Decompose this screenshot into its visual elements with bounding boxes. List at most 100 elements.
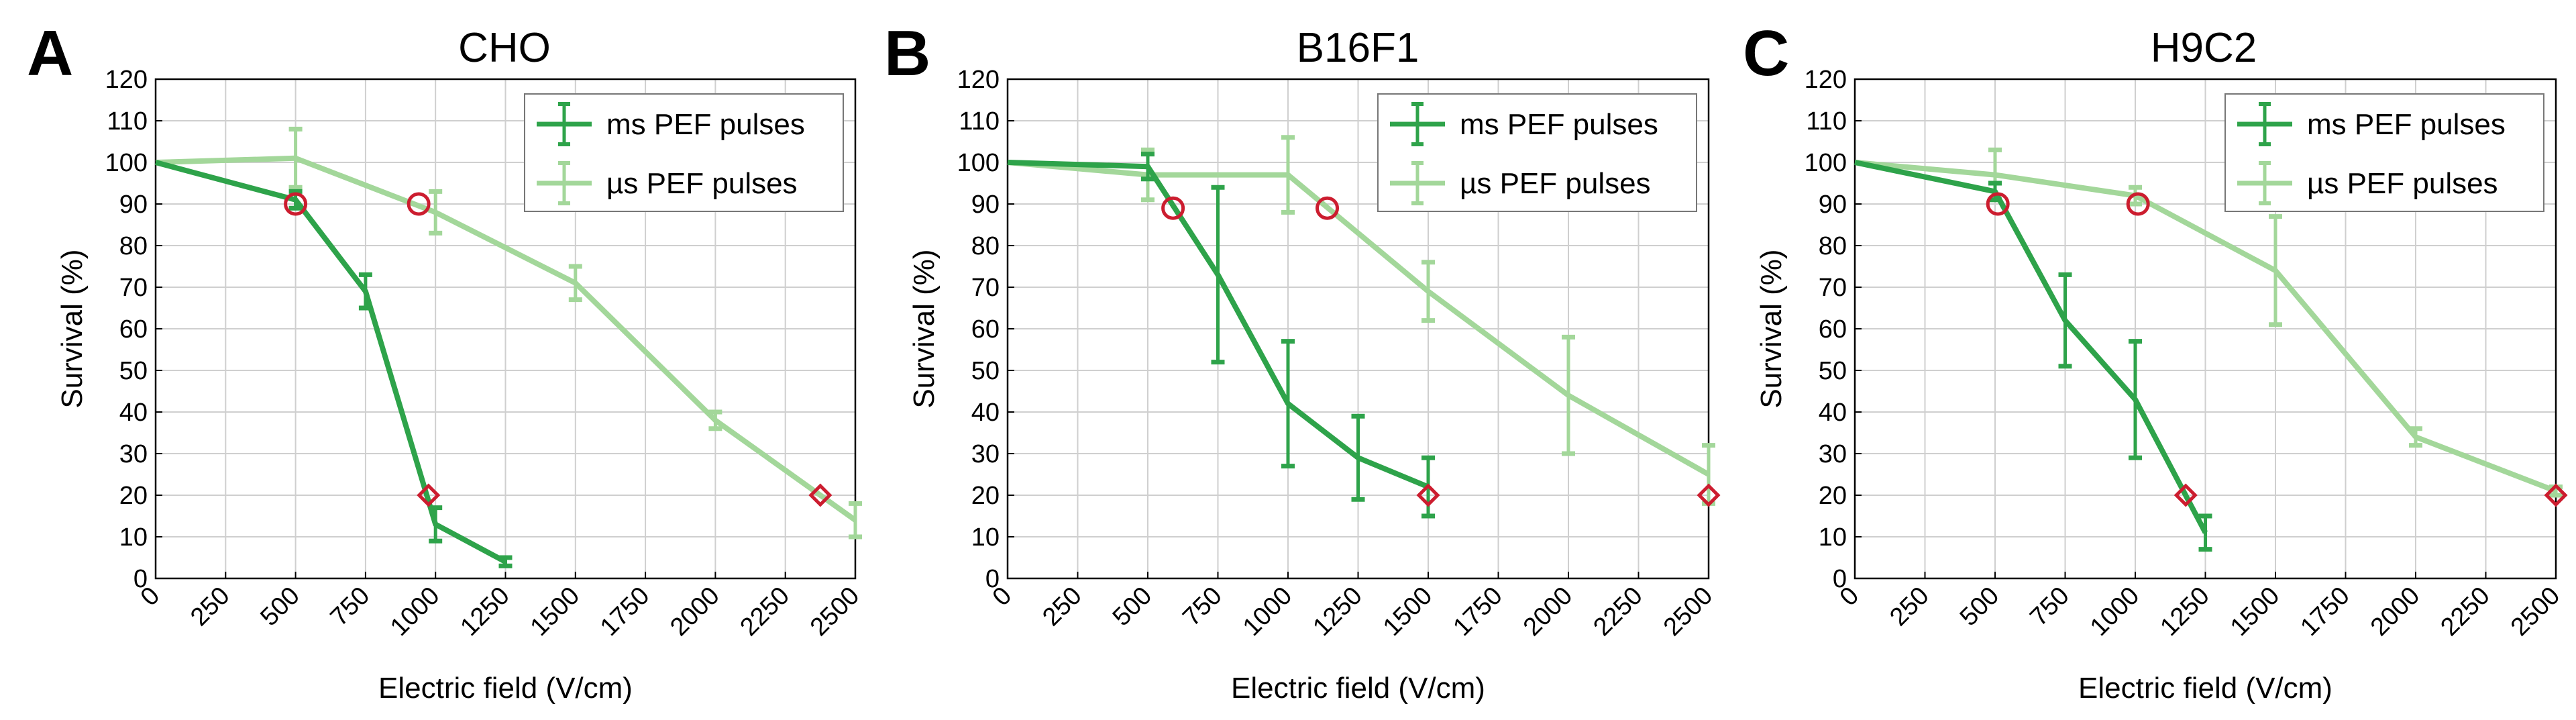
y-tick-label: 70 xyxy=(971,274,1000,302)
x-tick-label: 1000 xyxy=(2085,582,2145,641)
us-series-line xyxy=(1854,160,2557,494)
us-series-error-bar xyxy=(288,126,303,190)
x-tick-label: 2250 xyxy=(735,582,795,641)
legend-label: ms PEF pulses xyxy=(2307,108,2506,141)
ms-series-error-bar xyxy=(1988,181,2002,203)
x-tick-label: 2000 xyxy=(665,582,724,641)
panel-letter: B xyxy=(884,17,930,89)
y-tick-label: 80 xyxy=(1819,232,1847,260)
x-tick-label: 1750 xyxy=(1448,582,1507,641)
y-tick-label: 30 xyxy=(1819,440,1847,468)
us-series-error-bar xyxy=(429,189,443,236)
ms-series-error-bar xyxy=(1351,413,1365,502)
y-tick-label: 70 xyxy=(119,274,148,302)
x-tick-label: 1250 xyxy=(1307,582,1367,641)
x-tick-label: 1500 xyxy=(525,582,585,641)
x-tick-label: 1500 xyxy=(2225,582,2285,641)
y-tick-label: 30 xyxy=(119,440,148,468)
chart-title: CHO xyxy=(458,25,551,71)
threshold-diamond-marker xyxy=(808,483,833,507)
ms-series-error-bar xyxy=(429,505,443,544)
threshold-circle-marker xyxy=(284,192,308,216)
threshold-diamond-marker xyxy=(1697,483,1721,507)
ms-series-error-bar xyxy=(498,555,513,568)
x-tick-label: 500 xyxy=(1108,582,1158,632)
y-tick-label: 100 xyxy=(957,149,1000,177)
x-tick-label: 1500 xyxy=(1378,582,1438,641)
y-tick-label: 50 xyxy=(1819,357,1847,385)
x-tick-label: 250 xyxy=(185,582,235,632)
threshold-circle-marker xyxy=(407,192,431,216)
y-tick-label: 120 xyxy=(957,66,1000,94)
us-series-error-bar xyxy=(1421,260,1435,323)
x-tick-label: 2250 xyxy=(1588,582,1648,641)
y-tick-label: 20 xyxy=(119,482,148,510)
ms-series-error-bar xyxy=(1281,339,1295,469)
legend-label: ms PEF pulses xyxy=(1460,108,1658,141)
y-tick-label: 50 xyxy=(119,357,148,385)
panel-letter: A xyxy=(27,17,73,89)
y-tick-label: 90 xyxy=(1819,191,1847,219)
threshold-circle-marker xyxy=(1161,196,1185,220)
x-axis-label: Electric field (V/cm) xyxy=(1231,672,1485,705)
y-tick-label: 100 xyxy=(105,149,148,177)
y-axis-label: Survival (%) xyxy=(908,249,941,408)
x-tick-label: 250 xyxy=(1037,582,1087,632)
ms-series-error-bar xyxy=(1141,152,1155,182)
y-tick-label: 30 xyxy=(971,440,1000,468)
ms-series-error-bar xyxy=(2198,513,2212,552)
y-tick-label: 100 xyxy=(1805,149,1847,177)
x-tick-label: 500 xyxy=(255,582,305,632)
y-tick-label: 40 xyxy=(1819,399,1847,427)
x-tick-label: 750 xyxy=(2025,582,2075,632)
x-tick-label: 1000 xyxy=(1238,582,1297,641)
x-tick-label: 2000 xyxy=(1518,582,1578,641)
y-tick-label: 10 xyxy=(971,523,1000,552)
us-series-error-bar xyxy=(2409,426,2422,448)
legend-entry-us: µs PEF pulses xyxy=(537,161,798,205)
legend: ms PEF pulses µs PEF pulses xyxy=(524,93,844,212)
ms-series-error-bar xyxy=(1211,185,1225,365)
ms-series-line xyxy=(1854,160,2208,534)
threshold-circle-marker xyxy=(1316,196,1340,220)
y-tick-label: 60 xyxy=(971,315,1000,344)
x-tick-label: 500 xyxy=(1955,582,2005,632)
us-series-line xyxy=(1007,160,1710,477)
x-tick-label: 1250 xyxy=(455,582,515,641)
legend: ms PEF pulses µs PEF pulses xyxy=(2224,93,2544,212)
x-tick-label: 2500 xyxy=(2506,582,2565,641)
us-series-error-bar xyxy=(1281,135,1295,215)
y-tick-label: 60 xyxy=(1819,315,1847,344)
y-tick-label: 0 xyxy=(133,565,148,593)
legend-entry-ms: ms PEF pulses xyxy=(2237,102,2506,146)
legend-entry-ms: ms PEF pulses xyxy=(1390,102,1658,146)
x-tick-label: 250 xyxy=(1884,582,1935,632)
y-tick-label: 10 xyxy=(1819,523,1847,552)
y-tick-label: 90 xyxy=(119,191,148,219)
x-tick-label: 2250 xyxy=(2435,582,2495,641)
x-tick-label: 750 xyxy=(325,582,376,632)
y-tick-label: 50 xyxy=(971,357,1000,385)
chart-title: B16F1 xyxy=(1297,25,1419,71)
threshold-diamond-marker xyxy=(2544,483,2568,507)
legend-label: µs PEF pulses xyxy=(1460,167,1651,200)
legend-box xyxy=(2224,93,2544,212)
y-tick-label: 20 xyxy=(971,482,1000,510)
y-tick-label: 60 xyxy=(119,315,148,344)
legend: ms PEF pulses µs PEF pulses xyxy=(1377,93,1697,212)
y-axis-label: Survival (%) xyxy=(56,249,89,408)
y-tick-label: 120 xyxy=(1805,66,1847,94)
legend-box xyxy=(1377,93,1697,212)
chart-title: H9C2 xyxy=(2151,25,2257,71)
threshold-circle-marker xyxy=(2126,192,2150,216)
y-tick-label: 110 xyxy=(959,107,1000,136)
legend-box xyxy=(524,93,844,212)
threshold-circle-marker xyxy=(1986,192,2010,216)
x-axis-label: Electric field (V/cm) xyxy=(378,672,633,705)
ms-series-error-bar xyxy=(358,272,372,311)
y-tick-label: 80 xyxy=(119,232,148,260)
us-series-error-bar xyxy=(849,501,862,539)
